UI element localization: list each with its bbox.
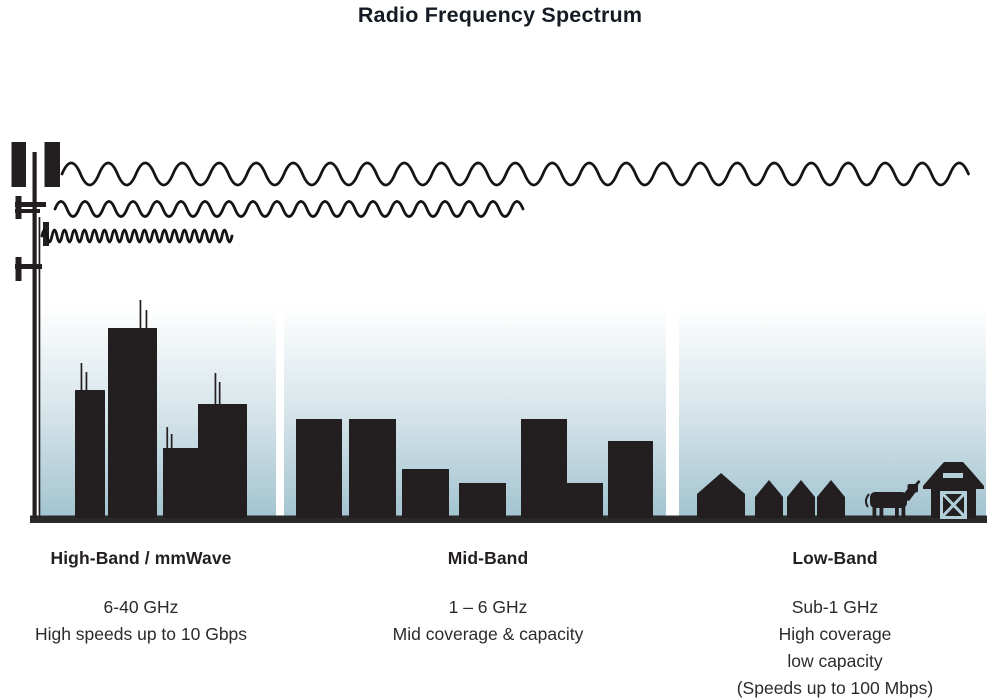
low-band-label-block: Low-Band Sub-1 GHz High coverage low cap… (715, 548, 955, 700)
band-description: (Speeds up to 100 Mbps) (736, 678, 934, 698)
high-band-label-block: High-Band / mmWave 6-40 GHz High speeds … (20, 548, 262, 648)
building (608, 441, 653, 518)
antenna-mast-icon (85, 372, 88, 391)
skyscraper (108, 328, 157, 518)
antenna-mast-icon (218, 382, 221, 405)
mid-band-label-block: Mid-Band 1 – 6 GHz Mid coverage & capaci… (368, 548, 608, 648)
city-skyscrapers-icon (75, 300, 247, 518)
house (697, 473, 745, 518)
band-description: Mid coverage & capacity (392, 624, 584, 644)
antenna-mast-icon (80, 363, 83, 391)
barn-door (940, 491, 967, 519)
house (817, 480, 845, 518)
band-name: High-Band / mmWave (50, 548, 232, 568)
band-name: Low-Band (792, 548, 878, 568)
band-name: Mid-Band (447, 548, 529, 568)
band-frequency: 6-40 GHz (103, 597, 179, 617)
building (296, 419, 342, 518)
band-description: High coverage (778, 624, 892, 644)
high-band-wave-icon (40, 228, 234, 244)
ground-baseline (30, 515, 987, 523)
waves-layer (40, 161, 970, 244)
antenna-mast-icon (166, 427, 169, 449)
mid-band-wave-icon (53, 200, 525, 218)
band-description: low capacity (787, 651, 883, 671)
houses-icon (697, 473, 845, 518)
building (567, 483, 603, 518)
barn-icon (923, 462, 984, 519)
barn-vent (943, 473, 963, 478)
antenna-mast-icon (139, 300, 142, 329)
building (459, 483, 506, 518)
mid-band-sky-panel (284, 306, 666, 516)
house (755, 480, 783, 518)
skyscraper (198, 404, 247, 518)
mid-rise-buildings-icon (296, 419, 653, 518)
band-frequency: 1 – 6 GHz (448, 597, 528, 617)
band-description: High speeds up to 10 Gbps (34, 624, 248, 644)
skyscraper (75, 390, 105, 518)
cow-icon (865, 480, 921, 518)
antenna-mast-icon (214, 373, 217, 405)
antenna-mast-icon (170, 434, 173, 449)
skyscraper (163, 448, 198, 518)
building (521, 419, 567, 518)
band-frequency: Sub-1 GHz (791, 597, 879, 617)
house (787, 480, 815, 518)
antenna-mast-icon (145, 310, 148, 329)
page-title: Radio Frequency Spectrum (357, 3, 643, 27)
building (402, 469, 449, 518)
building (349, 419, 396, 518)
spectrum-illustration (11, 142, 987, 523)
low-band-wave-icon (60, 161, 970, 187)
